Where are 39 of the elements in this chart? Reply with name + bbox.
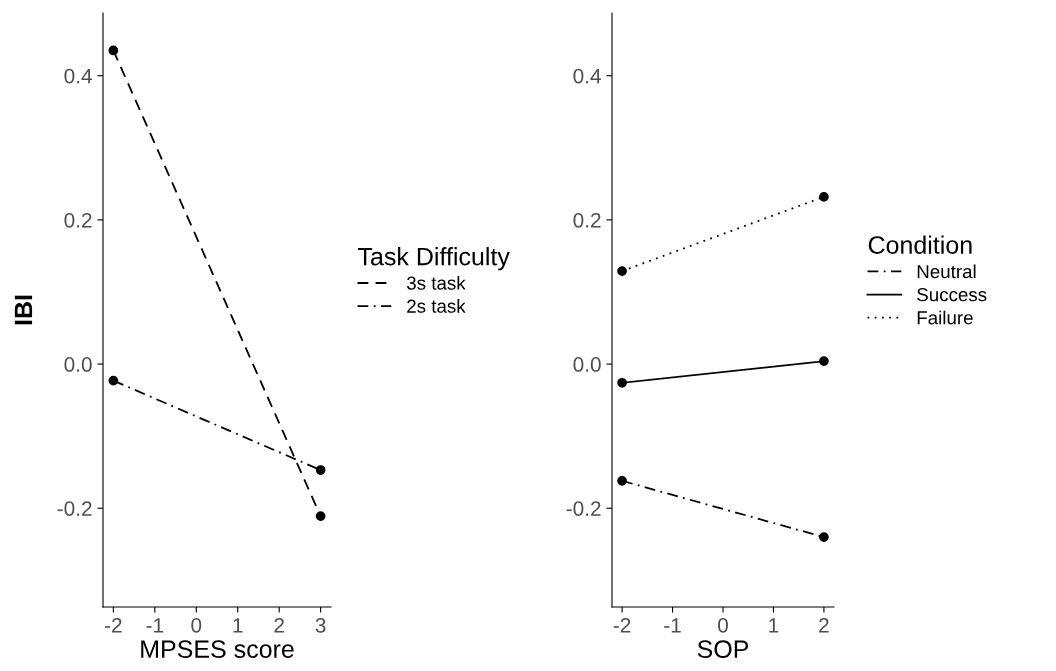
point (617, 377, 627, 388)
y-tick-label: 0.0 (64, 357, 92, 372)
x-tick-label: 0 (191, 617, 202, 633)
x-tick-label: 2 (274, 617, 284, 633)
legend-label: Success (917, 288, 987, 302)
point (819, 532, 829, 542)
x-tick-label: -1 (664, 618, 681, 633)
y-tick-label: 0.4 (573, 68, 601, 84)
y-tick-label: -0.2 (566, 501, 601, 516)
legend-label: Failure (917, 310, 973, 325)
y-tick-label: 0.0 (573, 357, 601, 372)
y-axis-title: IBI (14, 295, 33, 325)
y-tick-label: 0.2 (573, 212, 601, 228)
legend-label: Neutral (917, 264, 976, 279)
y-tick-label: 0.4 (64, 68, 92, 84)
x-tick-label: 2 (819, 617, 829, 633)
y-tick-label: 0.2 (64, 212, 92, 228)
legend-title: Task Difficulty (358, 247, 510, 271)
legend-title: Condition (868, 235, 972, 254)
point (819, 191, 829, 202)
point (617, 475, 627, 486)
x-tick-label: -2 (613, 617, 631, 633)
y-tick-label: -0.2 (57, 501, 92, 516)
legend-label: 2s task (407, 299, 466, 313)
x-axis-title: SOP (697, 640, 749, 658)
point (819, 356, 829, 367)
x-axis-title: MPSES score (141, 640, 294, 658)
x-tick-label: -2 (105, 617, 122, 633)
point (315, 465, 326, 475)
x-tick-label: 1 (233, 618, 243, 633)
x-tick-label: 3 (315, 617, 326, 633)
x-tick-label: 1 (769, 618, 779, 633)
point (108, 45, 119, 56)
x-tick-label: 0 (718, 617, 728, 633)
point (617, 266, 627, 276)
point (108, 375, 119, 386)
legend-label: 3s task (406, 275, 466, 290)
point (315, 511, 326, 522)
x-tick-label: -1 (146, 618, 164, 633)
